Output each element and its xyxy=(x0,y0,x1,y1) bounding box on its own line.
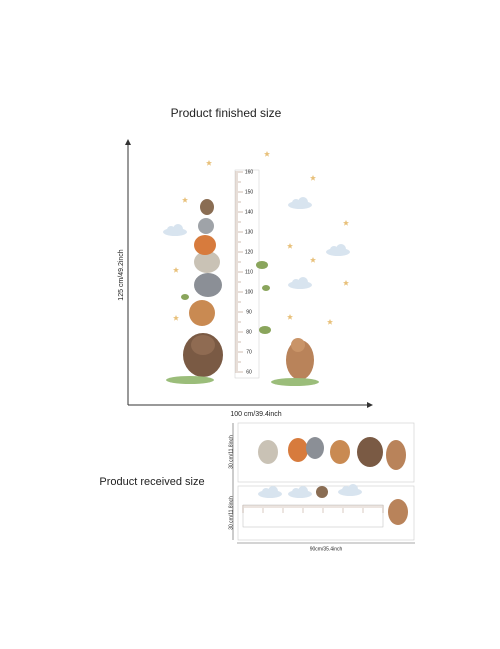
height-label: 125 cm/49.2inch xyxy=(118,249,125,300)
sheet-height-label: 30 cm/11.8inch xyxy=(228,435,234,469)
width-label: 100 cm/39.4inch xyxy=(230,411,281,418)
ruler-label: 140 xyxy=(245,209,254,215)
ruler: 160 150 140 130 120 110 100 90 80 70 60 xyxy=(234,169,260,379)
ruler-label: 160 xyxy=(245,169,254,175)
ruler-label: 90 xyxy=(246,309,252,315)
ruler-label: 100 xyxy=(245,289,254,295)
sheets xyxy=(237,422,415,541)
ruler-label: 150 xyxy=(245,189,254,195)
ruler-label: 130 xyxy=(245,229,254,235)
ruler-label: 70 xyxy=(246,349,252,355)
sheet-height-label: 30 cm/11.8inch xyxy=(228,496,234,530)
ruler-label: 110 xyxy=(245,269,253,275)
ruler-label: 80 xyxy=(246,329,252,335)
ruler-label: 120 xyxy=(245,249,254,255)
animals xyxy=(166,199,319,386)
sheet-width-label: 90cm/35.4inch xyxy=(310,546,343,552)
ruler-label: 60 xyxy=(246,369,252,375)
title: Product finished size xyxy=(171,106,282,120)
received-title: Product received size xyxy=(99,476,204,488)
